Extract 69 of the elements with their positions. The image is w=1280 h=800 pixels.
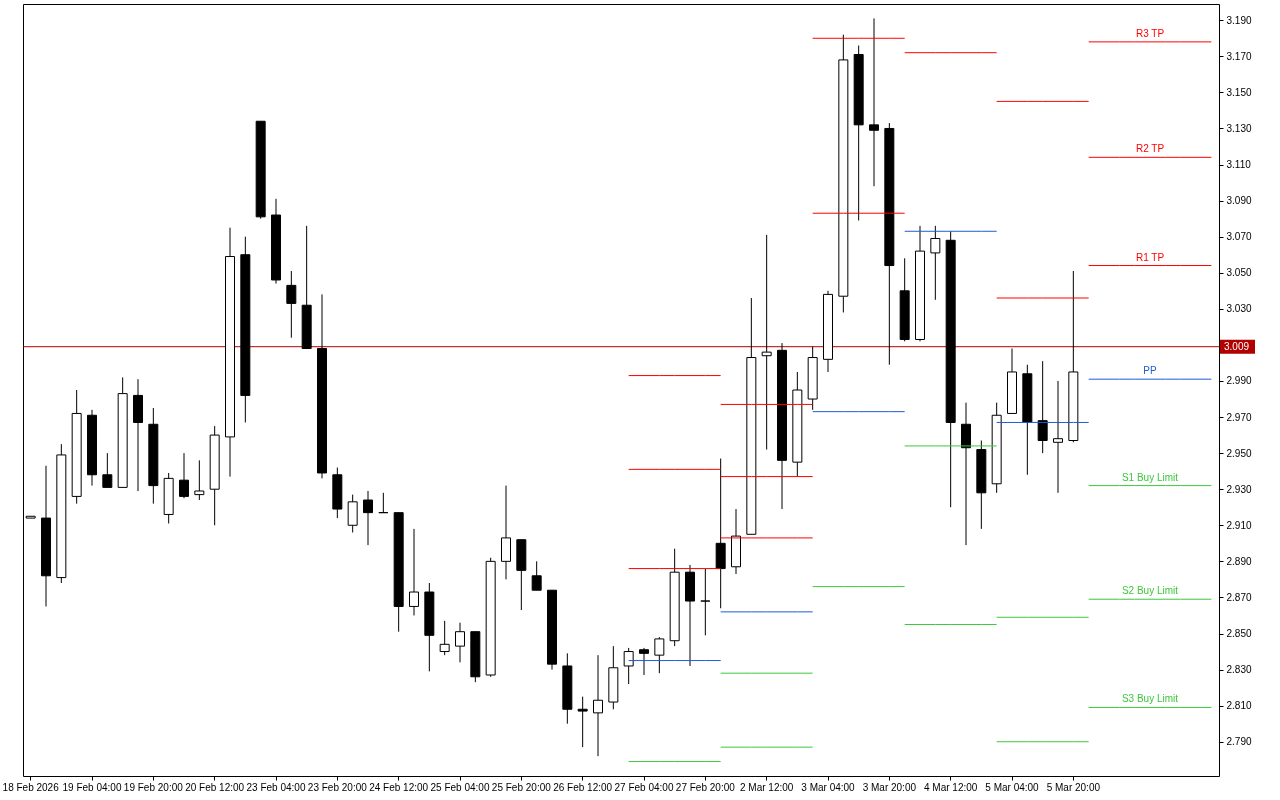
candlestick (593, 654, 603, 757)
candlestick (700, 568, 711, 636)
y-tick-label: 2.830 (1226, 664, 1252, 676)
candlestick (639, 647, 649, 676)
y-tick-label: 2.790 (1226, 736, 1252, 748)
candlestick (439, 620, 450, 656)
series-label: R2 TP (1135, 143, 1165, 155)
y-tick-label: 3.190 (1226, 14, 1252, 26)
candlestick (1037, 360, 1048, 454)
x-tick-label: 5 Mar 20:00 (1046, 781, 1101, 793)
candlestick (961, 402, 971, 546)
y-tick-label: 2.890 (1226, 555, 1252, 567)
x-tick-label: 2 Mar 12:00 (739, 781, 794, 793)
y-tick-label: 3.130 (1226, 122, 1252, 134)
x-tick-label: 26 Feb 12:00 (553, 781, 613, 793)
candlestick (194, 459, 205, 501)
y-tick-label: 2.850 (1226, 628, 1252, 639)
y-tick-label: 3.170 (1226, 50, 1252, 62)
candlestick (102, 452, 113, 488)
candlestick (531, 560, 542, 591)
series-label: R1 TP (1135, 251, 1165, 263)
candlestick (409, 528, 419, 616)
ref-line-label: 3.009 (1224, 340, 1250, 352)
x-tick-label: 25 Feb 20:00 (491, 781, 552, 793)
y-tick-label: 2.950 (1226, 447, 1252, 459)
x-tick-label: 20 Feb 12:00 (185, 781, 245, 793)
y-tick-label: 3.050 (1226, 267, 1252, 279)
y-tick-label: 3.070 (1226, 231, 1252, 243)
y-tick-label: 3.090 (1226, 195, 1252, 207)
y-tick-label: 3.030 (1226, 303, 1252, 315)
y-tick-label: 2.970 (1226, 411, 1252, 423)
candlestick (363, 490, 373, 546)
series-label: R3 TP (1135, 27, 1165, 39)
x-tick-label: 5 Mar 04:00 (985, 781, 1040, 793)
x-tick-label: 4 Mar 12:00 (923, 781, 978, 793)
x-tick-label: 19 Feb 04:00 (62, 781, 122, 793)
candlestick (179, 452, 189, 499)
x-tick-label: 3 Mar 04:00 (801, 781, 856, 793)
y-tick-label: 2.930 (1226, 483, 1252, 495)
x-tick-label: 18 Feb 2026 (2, 781, 60, 793)
y-tick-label: 2.810 (1226, 700, 1252, 712)
series-label: S3 Buy Limit (1121, 693, 1179, 705)
x-tick-label: 3 Mar 20:00 (862, 781, 917, 793)
candlestick (761, 234, 772, 451)
y-tick-label: 2.910 (1226, 519, 1252, 531)
y-tick-label: 3.150 (1226, 86, 1252, 98)
x-tick-label: 27 Feb 20:00 (675, 781, 736, 793)
y-tick-label: 2.870 (1226, 591, 1252, 603)
y-tick-label: 3.110 (1226, 159, 1252, 171)
candlestick (869, 17, 879, 187)
x-tick-label: 25 Feb 04:00 (430, 781, 490, 793)
series-label: PP (1143, 365, 1157, 377)
x-tick-label: 23 Feb 20:00 (307, 781, 368, 793)
x-tick-label: 27 Feb 04:00 (614, 781, 674, 793)
y-tick-label: 2.990 (1226, 375, 1252, 387)
series-label: S2 Buy Limit (1121, 585, 1179, 597)
x-tick-label: 19 Feb 20:00 (123, 781, 184, 793)
candlestick (286, 270, 297, 339)
candlestick (347, 494, 358, 533)
series-label: S1 Buy Limit (1121, 471, 1179, 483)
candlestick (930, 225, 941, 301)
candlestick (455, 622, 465, 663)
x-tick-label: 24 Feb 12:00 (369, 781, 429, 793)
candlestick (623, 647, 634, 685)
candlestick (1053, 380, 1063, 494)
candlestick (501, 485, 511, 580)
candlestick (654, 636, 665, 674)
candlestick (577, 696, 588, 748)
x-tick-label: 23 Feb 04:00 (246, 781, 306, 793)
